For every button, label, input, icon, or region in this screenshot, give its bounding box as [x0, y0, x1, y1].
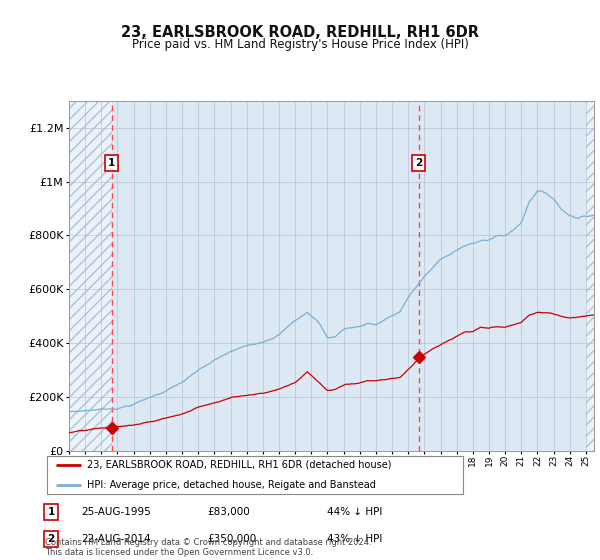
Bar — [69, 101, 112, 451]
Text: HPI: Average price, detached house, Reigate and Banstead: HPI: Average price, detached house, Reig… — [87, 480, 376, 490]
Text: 22-AUG-2014: 22-AUG-2014 — [81, 534, 151, 544]
Bar — [586, 101, 594, 451]
Text: 43% ↓ HPI: 43% ↓ HPI — [327, 534, 382, 544]
Text: £83,000: £83,000 — [207, 507, 250, 517]
Text: Contains HM Land Registry data © Crown copyright and database right 2024.
This d: Contains HM Land Registry data © Crown c… — [45, 538, 371, 557]
Text: 1: 1 — [47, 507, 55, 517]
Text: 23, EARLSBROOK ROAD, REDHILL, RH1 6DR: 23, EARLSBROOK ROAD, REDHILL, RH1 6DR — [121, 25, 479, 40]
Text: 2: 2 — [415, 158, 422, 168]
Bar — [69, 101, 112, 451]
Text: 25-AUG-1995: 25-AUG-1995 — [81, 507, 151, 517]
Text: Price paid vs. HM Land Registry's House Price Index (HPI): Price paid vs. HM Land Registry's House … — [131, 38, 469, 52]
Bar — [586, 101, 594, 451]
Text: 1: 1 — [108, 158, 115, 168]
Text: 2: 2 — [47, 534, 55, 544]
Text: 44% ↓ HPI: 44% ↓ HPI — [327, 507, 382, 517]
Text: 23, EARLSBROOK ROAD, REDHILL, RH1 6DR (detached house): 23, EARLSBROOK ROAD, REDHILL, RH1 6DR (d… — [87, 460, 392, 470]
FancyBboxPatch shape — [47, 456, 463, 493]
Text: £350,000: £350,000 — [207, 534, 256, 544]
